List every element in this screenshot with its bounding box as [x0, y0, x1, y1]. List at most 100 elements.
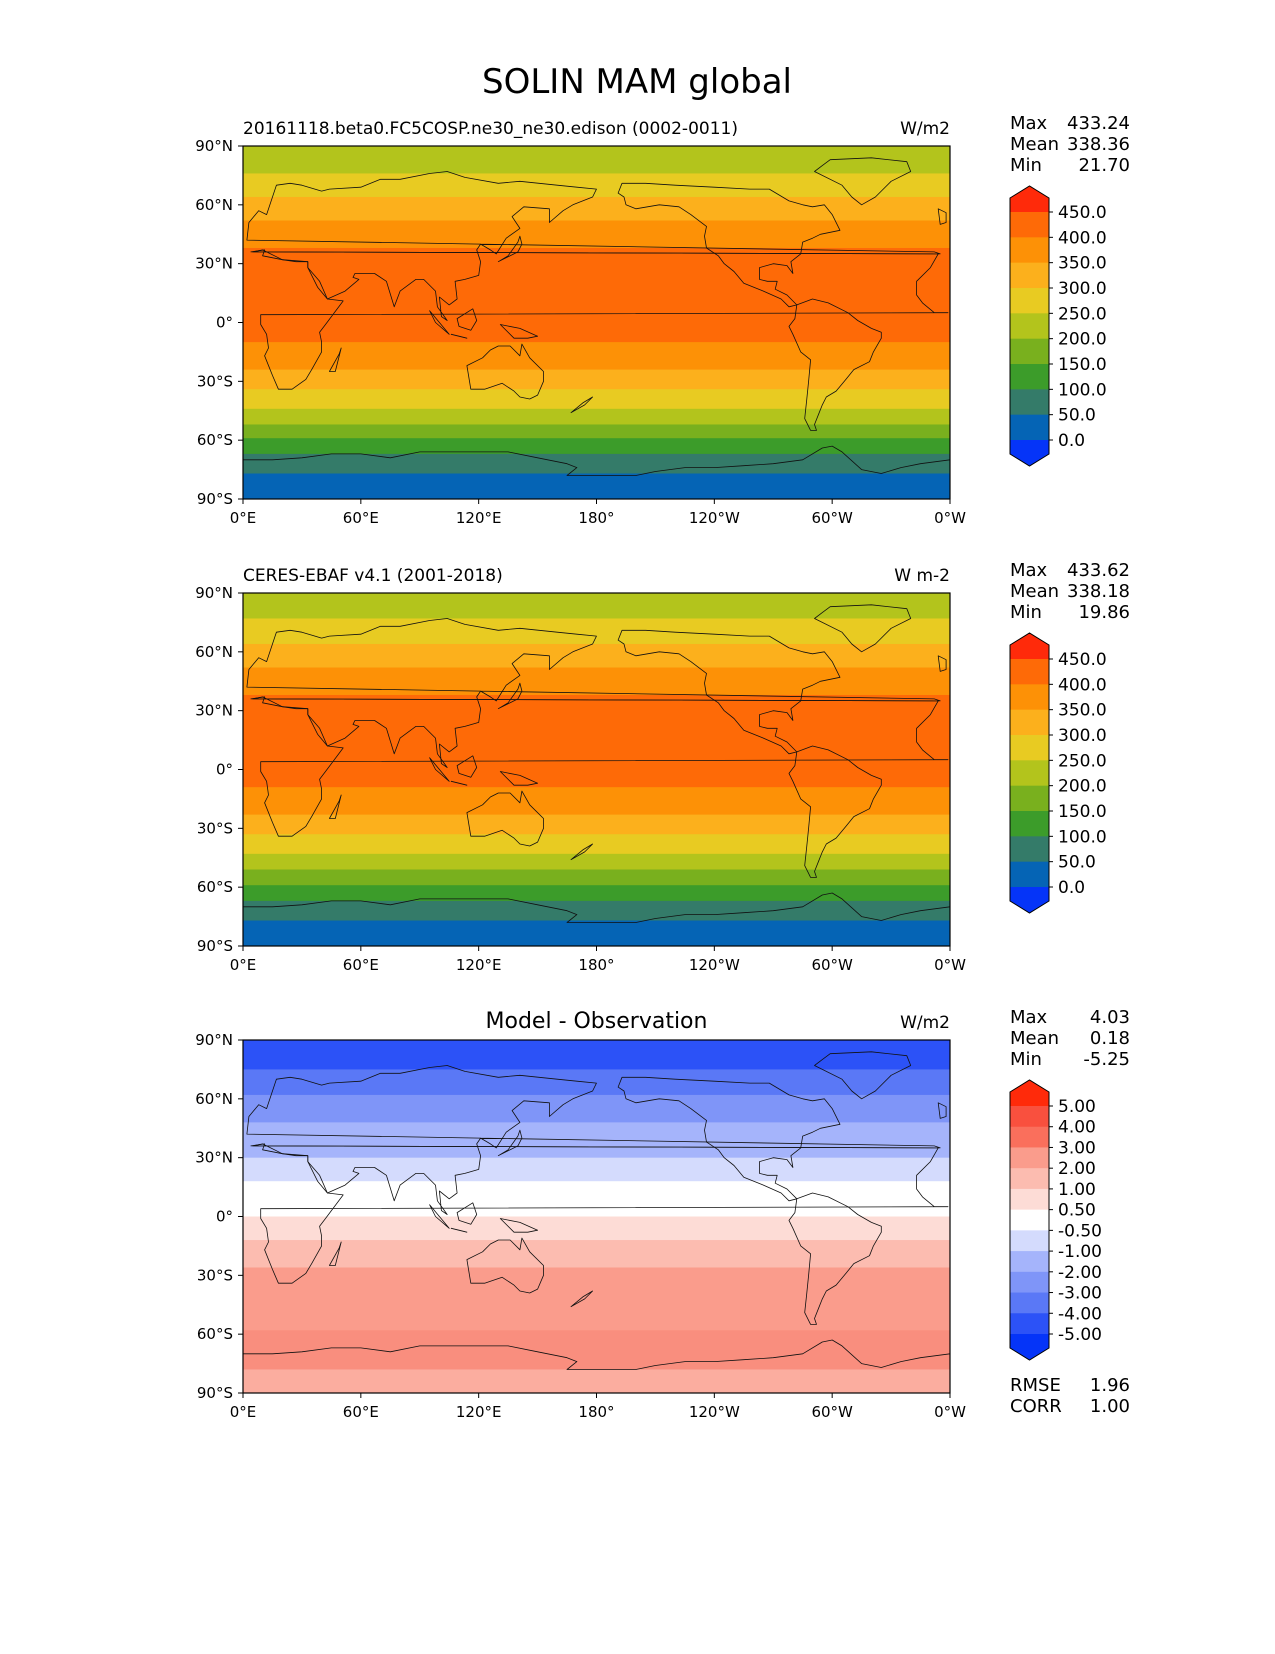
data-band-5 [243, 694, 950, 788]
coastline [570, 1290, 593, 1308]
data-band-6 [243, 1181, 950, 1217]
colorbar-tick-label: 350.0 [1058, 254, 1107, 274]
colorbar-tick-label: -1.00 [1058, 1242, 1102, 1262]
stat-mean-value: 0.18 [1090, 1028, 1130, 1049]
stat-max-label: Max [1010, 113, 1048, 134]
coastline [617, 629, 841, 755]
colorbar-tick-label: 2.00 [1058, 1159, 1096, 1179]
colorbar: 450.0 400.0 350.0 300.0 250.0 200.0 150.0 100.0… [1009, 632, 1107, 914]
colorbar-segment [1010, 262, 1049, 289]
coastline [252, 249, 949, 390]
colorbar-segment [1010, 237, 1049, 264]
coastline [497, 682, 523, 710]
colorbar-extend-min [1010, 887, 1049, 913]
data-band-7 [243, 814, 950, 835]
data-band-10 [243, 869, 950, 886]
y-tick-label: 90°S [197, 490, 233, 508]
stat-min-value: 19.86 [1078, 602, 1130, 623]
y-tick-label: 60°S [197, 1325, 233, 1343]
y-tick-label: 30°N [195, 1149, 233, 1167]
y-tick-label: 30°N [195, 702, 233, 720]
coastline [429, 757, 450, 782]
colorbar-segment [1010, 1126, 1049, 1148]
colorbar-outline [1009, 185, 1050, 467]
data-band-6 [243, 787, 950, 816]
colorbar: 450.0 400.0 350.0 300.0 250.0 200.0 150.0 100.0… [1009, 185, 1107, 467]
coastline [456, 1202, 478, 1225]
colorbar-tick-label: 100.0 [1058, 380, 1107, 400]
y-tick-label: 0° [216, 1208, 233, 1226]
coastline [814, 157, 912, 206]
coastline [497, 235, 523, 263]
data-band-7 [243, 1216, 950, 1241]
x-tick-label: 60°E [343, 509, 379, 527]
colorbar-tick-label: -0.50 [1058, 1221, 1102, 1241]
units-label: W/m2 [900, 119, 950, 139]
x-tick-label: 60°W [811, 956, 853, 974]
data-band-3 [243, 196, 950, 222]
data-band-8 [243, 1240, 950, 1268]
stat-max-value: 433.24 [1067, 113, 1130, 134]
x-tick-label: 0°W [934, 509, 966, 527]
y-tick-label: 90°N [195, 137, 233, 155]
y-tick-label: 90°N [195, 584, 233, 602]
coastline [570, 396, 593, 414]
coastline [937, 1102, 947, 1119]
colorbar-segment [1010, 811, 1049, 837]
colorbar-segment [1010, 1147, 1049, 1169]
stat-mean-value: 338.18 [1067, 581, 1130, 602]
y-tick-label: 90°S [197, 1384, 233, 1402]
colorbar-tick-label: 0.50 [1058, 1201, 1096, 1221]
data-band-11 [243, 885, 950, 902]
panel-title-center: Model - Observation [486, 1009, 708, 1034]
colorbar-segment [1010, 684, 1049, 711]
y-tick-label: 0° [216, 314, 233, 332]
stat-min-label: Min [1010, 1049, 1042, 1070]
y-tick-label: 30°N [195, 255, 233, 273]
colorbar-segment [1010, 785, 1049, 812]
colorbar-tick-label: 400.0 [1058, 228, 1107, 248]
coastline-antarctica [243, 892, 951, 923]
figure-title: SOLIN MAM global [482, 62, 792, 102]
x-tick-label: 180° [578, 1403, 614, 1421]
x-tick-label: 0°E [230, 1403, 257, 1421]
y-tick-label: 30°S [197, 819, 233, 837]
colorbar-tick-label: 3.00 [1058, 1138, 1096, 1158]
stat-max-label: Max [1010, 1007, 1048, 1028]
data-band-10 [243, 1330, 950, 1370]
x-tick-label: 60°E [343, 1403, 379, 1421]
colorbar-tick-label: 150.0 [1058, 802, 1107, 822]
x-tick-label: 60°E [343, 956, 379, 974]
x-tick-label: 180° [578, 509, 614, 527]
coastline [937, 655, 947, 672]
colorbar-tick-label: 450.0 [1058, 203, 1107, 223]
y-tick-label: 60°N [195, 1090, 233, 1108]
colorbar-tick-label: 350.0 [1058, 701, 1107, 721]
stat-min-label: Min [1010, 602, 1042, 623]
stat-mean-label: Mean [1010, 134, 1059, 155]
x-tick-label: 120°E [456, 1403, 502, 1421]
colorbar-segment [1010, 1188, 1049, 1211]
colorbar-extend-max [1010, 633, 1049, 659]
data-band-3 [243, 1094, 950, 1123]
data-band-12 [243, 453, 950, 475]
coastline-antarctica [243, 1339, 951, 1370]
panel-title-left: CERES-EBAF v4.1 (2001-2018) [243, 566, 503, 586]
coastline [570, 843, 593, 861]
colorbar-segment [1010, 1168, 1049, 1190]
y-tick-label: 90°S [197, 937, 233, 955]
coastline [814, 1051, 912, 1100]
colorbar-segment [1010, 1251, 1049, 1273]
coastline [466, 790, 544, 847]
colorbar-segment [1010, 1271, 1049, 1293]
colorbar-extend-min [1010, 1334, 1049, 1360]
x-tick-label: 120°W [689, 956, 740, 974]
coastline [329, 347, 342, 372]
coastlines [243, 604, 951, 923]
y-tick-label: 60°S [197, 431, 233, 449]
data-band-2 [243, 618, 950, 645]
data-band-11 [243, 438, 950, 455]
panel-title-left: 20161118.beta0.FC5COSP.ne30_ne30.edison … [243, 119, 738, 139]
colorbar-segment [1010, 212, 1049, 238]
colorbar-tick-label: 200.0 [1058, 330, 1107, 350]
